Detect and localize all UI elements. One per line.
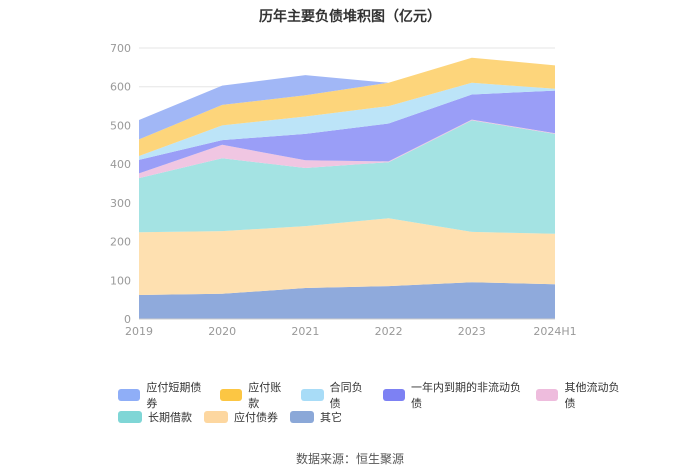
legend-item: 长期借款	[118, 409, 192, 425]
series-area	[139, 282, 555, 319]
y-tick-label: 500	[110, 119, 131, 132]
legend-row: 应付短期债券 应付账款 合同负债 一年内到期的非流动负债 其他流动负债	[118, 381, 638, 410]
legend-label: 长期借款	[148, 411, 192, 424]
legend-swatch	[204, 411, 228, 423]
y-tick-label: 300	[110, 197, 131, 210]
y-tick-label: 700	[110, 42, 131, 55]
legend-swatch	[219, 389, 243, 401]
legend-label: 应付账款	[248, 381, 282, 410]
legend-item: 其他流动负债	[536, 379, 626, 411]
legend-label: 其他流动负债	[564, 381, 620, 410]
legend-label: 应付短期债券	[146, 381, 202, 410]
series-area	[139, 57, 555, 140]
legend-swatch	[301, 389, 324, 401]
stacked-area-chart: 0 100 200 300 400 500 600 700 2019 2020 2021 2022 20…	[110, 42, 577, 338]
x-tick-label: 2022	[375, 325, 403, 338]
series-area	[139, 218, 555, 295]
y-tick-label: 0	[124, 313, 131, 326]
legend-item: 应付短期债券	[118, 379, 208, 411]
legend-label: 应付债券	[234, 411, 278, 424]
chart-title: 历年主要负债堆积图（亿元）	[259, 9, 441, 25]
series-area	[139, 90, 555, 174]
legend-swatch	[290, 411, 314, 423]
legend-swatch	[118, 411, 142, 423]
legend-item: 应付债券	[204, 409, 278, 425]
legend-swatch	[536, 389, 559, 401]
legend-label: 一年内到期的非流动负债	[411, 381, 522, 410]
x-tick-label: 2021	[291, 325, 319, 338]
legend-item: 应付账款	[219, 379, 289, 411]
series-area	[139, 120, 555, 234]
x-tick-label: 2019	[125, 325, 153, 338]
x-tick-label: 2020	[208, 325, 236, 338]
legend-label: 其它	[320, 411, 342, 424]
legend-swatch	[118, 389, 141, 401]
series-area	[139, 119, 555, 179]
legend-item: 其它	[290, 409, 342, 425]
y-tick-label: 200	[110, 236, 131, 249]
source-text: 数据来源：恒生聚源	[295, 452, 404, 466]
series-area	[139, 57, 555, 157]
legend-item: 合同负债	[301, 379, 370, 411]
legend: 应付短期债券 应付账款 合同负债 一年内到期的非流动负债 其他流动负债 长期借款 应付债券…	[118, 381, 638, 428]
legend-swatch	[382, 389, 406, 401]
series-area	[139, 82, 555, 160]
y-tick-label: 100	[110, 274, 131, 287]
legend-label: 合同负债	[329, 381, 363, 410]
x-tick-label: 2024H1	[533, 325, 576, 338]
legend-item: 一年内到期的非流动负债	[382, 379, 524, 411]
x-tick-label: 2023	[458, 325, 486, 338]
y-tick-label: 600	[110, 81, 131, 94]
y-tick-label: 400	[110, 158, 131, 171]
legend-row: 长期借款 应付债券 其它	[118, 406, 638, 428]
